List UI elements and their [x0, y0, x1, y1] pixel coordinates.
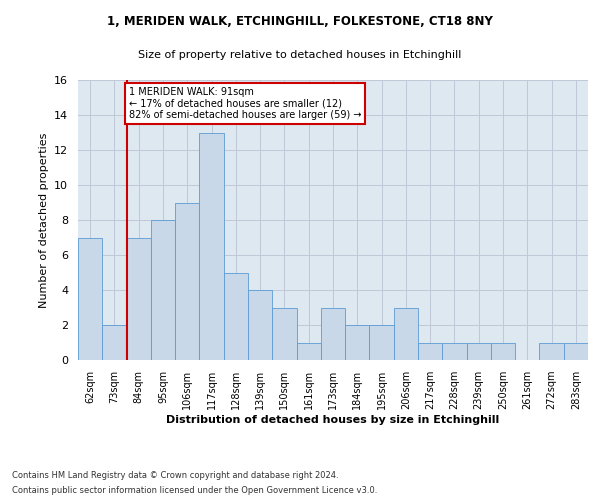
Text: 1 MERIDEN WALK: 91sqm
← 17% of detached houses are smaller (12)
82% of semi-deta: 1 MERIDEN WALK: 91sqm ← 17% of detached … [129, 87, 361, 120]
Bar [199, 132, 224, 360]
Text: 1, MERIDEN WALK, ETCHINGHILL, FOLKESTONE, CT18 8NY: 1, MERIDEN WALK, ETCHINGHILL, FOLKESTONE… [107, 15, 493, 28]
Bar [467, 342, 491, 360]
Bar [248, 290, 272, 360]
Bar [370, 325, 394, 360]
Bar [491, 342, 515, 360]
Bar [418, 342, 442, 360]
Bar [296, 342, 321, 360]
Bar [321, 308, 345, 360]
Bar [539, 342, 564, 360]
Bar [394, 308, 418, 360]
Bar [564, 342, 588, 360]
Bar [224, 272, 248, 360]
Text: Size of property relative to detached houses in Etchinghill: Size of property relative to detached ho… [139, 50, 461, 60]
Bar [272, 308, 296, 360]
Bar [442, 342, 467, 360]
Bar [102, 325, 127, 360]
Bar [175, 202, 199, 360]
Bar [127, 238, 151, 360]
Text: Contains public sector information licensed under the Open Government Licence v3: Contains public sector information licen… [12, 486, 377, 495]
Y-axis label: Number of detached properties: Number of detached properties [38, 132, 49, 308]
Text: Contains HM Land Registry data © Crown copyright and database right 2024.: Contains HM Land Registry data © Crown c… [12, 471, 338, 480]
Bar [78, 238, 102, 360]
Bar [151, 220, 175, 360]
Bar [345, 325, 370, 360]
X-axis label: Distribution of detached houses by size in Etchinghill: Distribution of detached houses by size … [166, 415, 500, 425]
